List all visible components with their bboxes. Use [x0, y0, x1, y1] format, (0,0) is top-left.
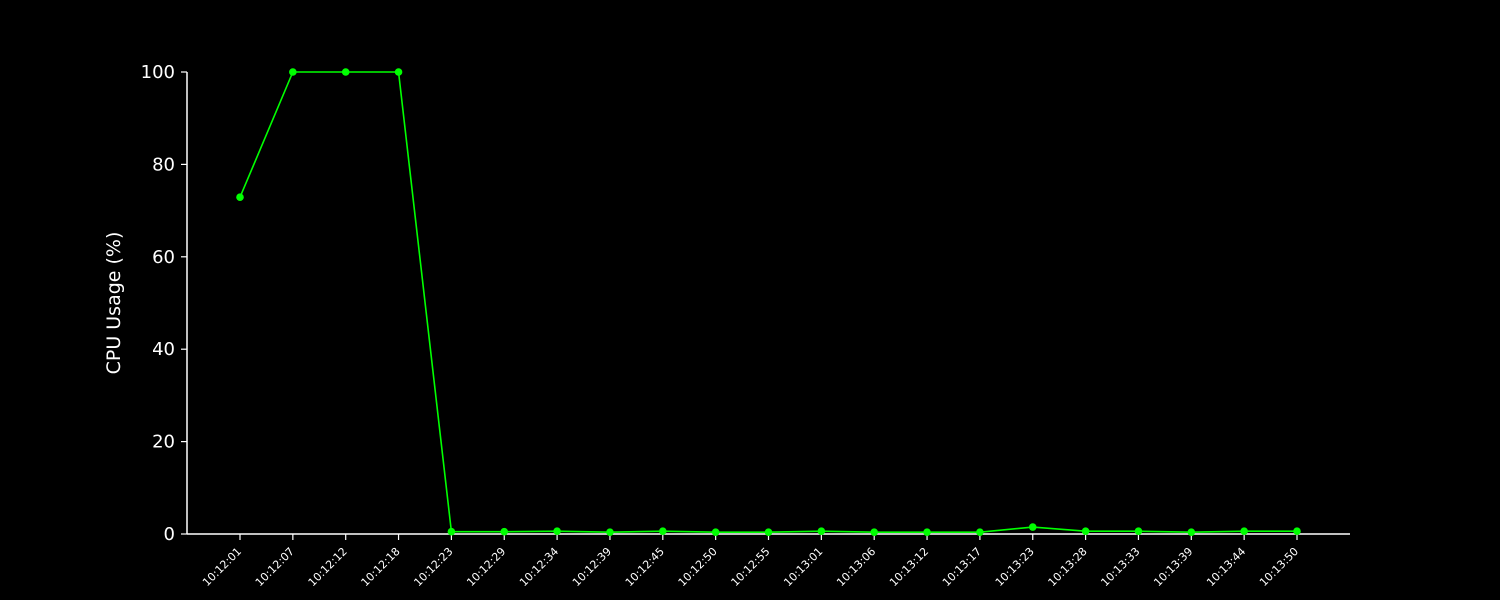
x-tick-label: 10:12:12: [306, 545, 350, 589]
x-tick-label: 10:13:28: [1046, 545, 1090, 589]
data-point: [553, 527, 561, 536]
x-tick-label: 10:13:23: [993, 545, 1037, 589]
y-tick-label: 0: [164, 524, 175, 545]
data-point: [1240, 527, 1248, 536]
data-point: [711, 528, 720, 536]
x-tick-label: 10:12:50: [676, 545, 720, 589]
data-point: [394, 68, 403, 76]
y-tick-label: 100: [141, 62, 175, 83]
data-point: [764, 528, 773, 536]
x-tick-label: 10:13:01: [781, 545, 825, 589]
data-point: [341, 68, 350, 76]
x-tick-label: 10:12:01: [200, 545, 244, 589]
y-axis-ticks: 0 20 40 60 80 100: [141, 62, 187, 545]
y-tick-label: 40: [152, 339, 175, 360]
x-tick-label: 10:13:06: [834, 545, 878, 589]
data-point: [447, 527, 456, 536]
series-line: [239, 71, 1297, 533]
x-tick-label: 10:12:29: [464, 545, 508, 589]
data-point: [976, 528, 984, 536]
x-tick-label: 10:13:39: [1151, 545, 1195, 589]
x-tick-label: 10:12:39: [570, 545, 614, 589]
series-layer: [236, 68, 1301, 536]
x-tick-label: 10:12:18: [359, 545, 403, 589]
x-tick-label: 10:13:12: [887, 545, 931, 589]
x-tick-label: 10:12:07: [253, 545, 297, 589]
data-point: [1187, 528, 1196, 536]
y-tick-label: 80: [152, 154, 175, 175]
y-tick-label: 60: [152, 247, 175, 268]
data-point: [236, 193, 244, 202]
x-tick-label: 10:12:45: [623, 545, 667, 589]
data-point: [1293, 527, 1301, 536]
data-point: [500, 527, 509, 536]
x-tick-label: 10:13:50: [1257, 545, 1301, 589]
data-point: [923, 528, 931, 536]
x-tick-label: 10:13:17: [940, 545, 984, 589]
y-axis-title: CPU Usage (%): [103, 232, 125, 375]
x-tick-label: 10:12:55: [728, 545, 772, 589]
x-tick-label: 10:12:34: [517, 545, 561, 589]
data-point: [659, 527, 667, 536]
data-point: [817, 527, 826, 536]
x-tick-label: 10:12:23: [411, 545, 455, 589]
x-tick-label: 10:13:33: [1098, 545, 1142, 589]
data-point: [289, 68, 297, 76]
data-point: [870, 528, 878, 536]
data-point: [1081, 527, 1090, 536]
x-tick-label: 10:13:44: [1204, 545, 1248, 589]
data-point: [1134, 527, 1143, 536]
data-point: [1028, 523, 1037, 531]
y-tick-label: 20: [152, 432, 175, 453]
data-point: [606, 528, 614, 536]
x-axis-ticks: 10:12:01 10:12:07 10:12:12 10:12:18 10:12:23…: [200, 534, 1301, 589]
